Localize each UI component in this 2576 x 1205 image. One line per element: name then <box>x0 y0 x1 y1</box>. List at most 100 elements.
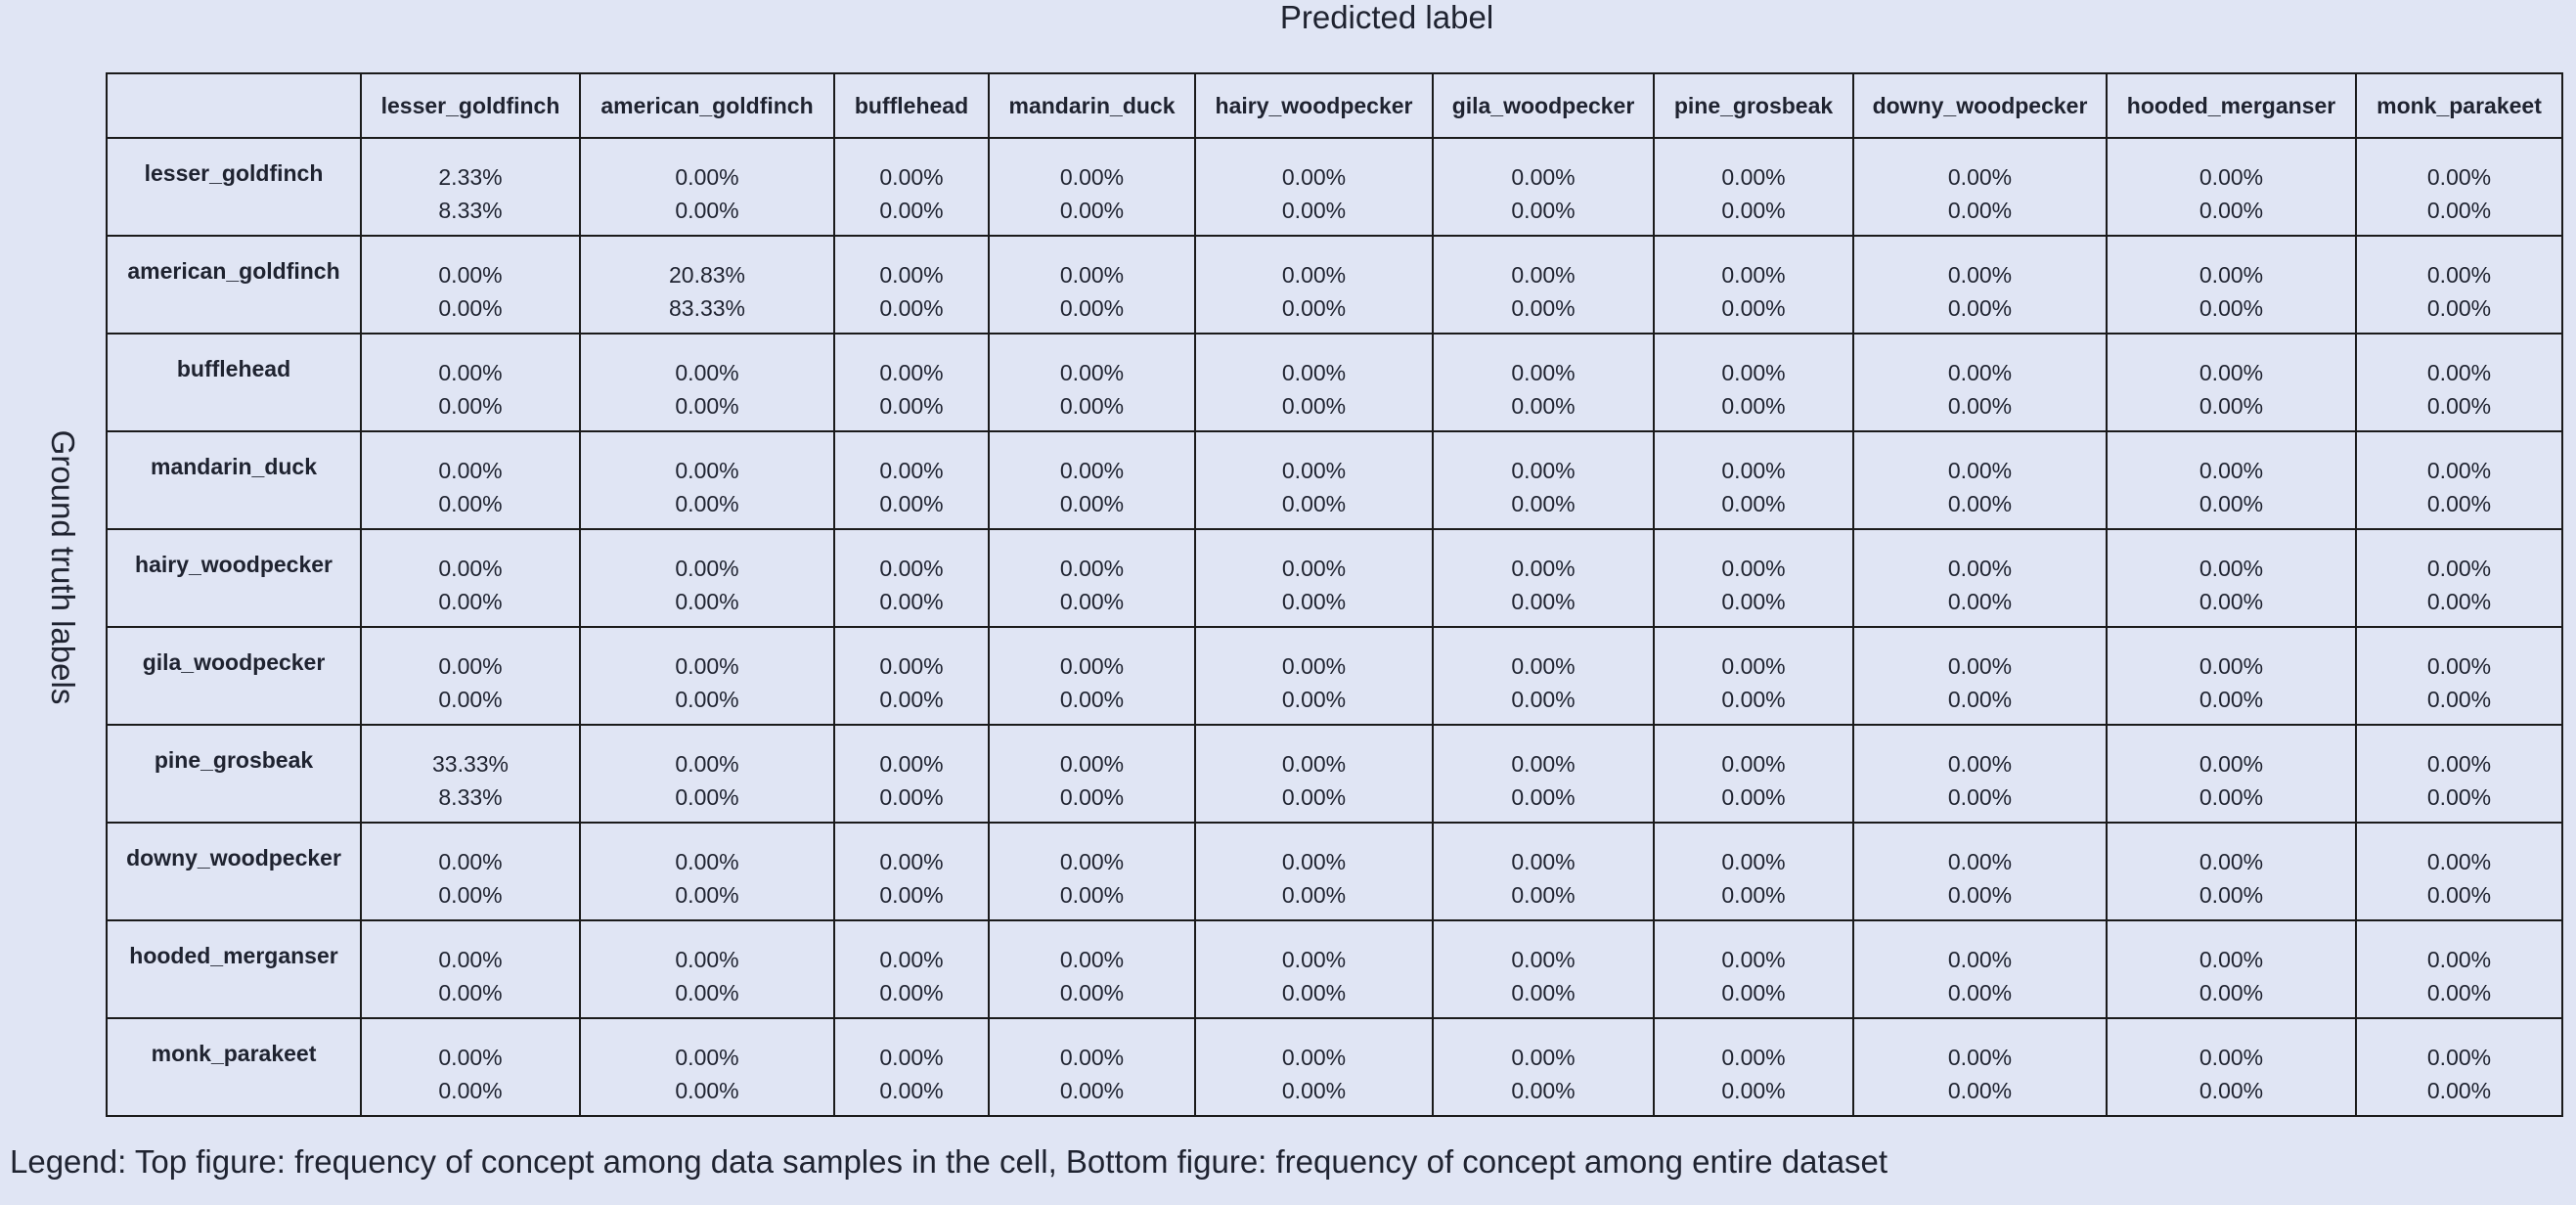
cell-value-top: 0.00% <box>438 849 503 874</box>
row-header-american-goldfinch: american_goldfinch <box>106 235 362 335</box>
matrix-cell: 0.00% 0.00% <box>2106 430 2357 530</box>
cell-value-bottom: 0.00% <box>675 589 739 614</box>
cell-value-bottom: 0.00% <box>1721 1078 1786 1103</box>
column-header-hairy-woodpecker: hairy_woodpecker <box>1194 72 1434 139</box>
cell-value-top: 0.00% <box>1721 360 1786 385</box>
column-header-downy-woodpecker: downy_woodpecker <box>1852 72 2108 139</box>
cell-value-bottom: 0.00% <box>879 784 944 810</box>
legend-text: Legend: Top figure: frequency of concept… <box>10 1143 1888 1180</box>
matrix-cell: 0.00% 0.00% <box>833 822 990 921</box>
matrix-cell: 0.00% 0.00% <box>2106 822 2357 921</box>
cell-value-top: 0.00% <box>438 458 503 483</box>
matrix-cell: 0.00% 0.00% <box>579 430 835 530</box>
matrix-cell: 0.00% 0.00% <box>1432 528 1655 628</box>
cell-value-top: 0.00% <box>879 947 944 972</box>
table-row: downy_woodpecker 0.00% 0.00% 0.00% 0.00% 0.00… <box>106 822 2563 921</box>
cell-value-bottom: 0.00% <box>1947 980 2013 1005</box>
cell-value-top: 0.00% <box>1721 164 1786 190</box>
row-header-downy-woodpecker: downy_woodpecker <box>106 822 362 921</box>
matrix-cell: 0.00% 0.00% <box>988 919 1196 1019</box>
cell-value-bottom: 0.00% <box>879 393 944 419</box>
row-header-hairy-woodpecker: hairy_woodpecker <box>106 528 362 628</box>
matrix-cell: 0.00% 0.00% <box>1852 137 2108 237</box>
cell-value-bottom: 0.00% <box>1721 198 1786 223</box>
row-header-gila-woodpecker: gila_woodpecker <box>106 626 362 726</box>
matrix-cell: 0.00% 0.00% <box>833 528 990 628</box>
cell-value-bottom: 0.00% <box>675 491 739 516</box>
cell-value-bottom: 0.00% <box>438 980 503 1005</box>
cell-value-bottom: 0.00% <box>438 295 503 321</box>
cell-value-top: 0.00% <box>675 164 739 190</box>
cell-value-top: 0.00% <box>1281 556 1347 581</box>
matrix-cell: 0.00% 0.00% <box>1194 626 1434 726</box>
table-row: mandarin_duck 0.00% 0.00% 0.00% 0.00% 0.00% 0.… <box>106 430 2563 530</box>
cell-value-bottom: 0.00% <box>879 882 944 908</box>
matrix-cell: 0.00% 0.00% <box>1852 235 2108 335</box>
matrix-cell: 0.00% 0.00% <box>833 626 990 726</box>
cell-value-top: 0.00% <box>2426 947 2492 972</box>
cell-value-top: 0.00% <box>879 360 944 385</box>
cell-value-bottom: 0.00% <box>1947 882 2013 908</box>
matrix-cell: 0.00% 0.00% <box>833 724 990 824</box>
column-header-pine-grosbeak: pine_grosbeak <box>1653 72 1854 139</box>
table-row: american_goldfinch 0.00% 0.00% 20.83% 83.33%… <box>106 235 2563 335</box>
cell-value-top: 0.00% <box>1059 653 1125 679</box>
cell-value-top: 0.00% <box>1947 556 2013 581</box>
matrix-cell: 0.00% 0.00% <box>988 137 1196 237</box>
cell-value-bottom: 0.00% <box>1947 295 2013 321</box>
row-header-monk-parakeet: monk_parakeet <box>106 1017 362 1117</box>
matrix-cell: 0.00% 0.00% <box>1194 724 1434 824</box>
cell-value-bottom: 0.00% <box>1511 295 1576 321</box>
cell-value-bottom: 0.00% <box>879 687 944 712</box>
cell-value-top: 0.00% <box>1947 164 2013 190</box>
cell-value-top: 0.00% <box>1721 1045 1786 1070</box>
cell-value-top: 0.00% <box>1721 262 1786 288</box>
cell-value-top: 0.00% <box>2198 1045 2264 1070</box>
matrix-cell: 0.00% 0.00% <box>1432 137 1655 237</box>
matrix-cell: 0.00% 0.00% <box>1852 333 2108 432</box>
cell-value-bottom: 0.00% <box>1059 491 1125 516</box>
matrix-cell: 0.00% 0.00% <box>833 333 990 432</box>
cell-value-top: 0.00% <box>1947 947 2013 972</box>
cell-value-top: 0.00% <box>2426 556 2492 581</box>
cell-value-top: 0.00% <box>2426 849 2492 874</box>
confusion-matrix-table: lesser_goldfinch american_goldfinch buffle… <box>106 72 2563 1117</box>
matrix-cell: 0.00% 0.00% <box>360 430 581 530</box>
matrix-cell: 0.00% 0.00% <box>1653 430 1854 530</box>
cell-value-top: 0.00% <box>2198 262 2264 288</box>
matrix-cell: 0.00% 0.00% <box>1194 528 1434 628</box>
cell-value-bottom: 0.00% <box>1281 784 1347 810</box>
matrix-cell: 0.00% 0.00% <box>1852 430 2108 530</box>
matrix-cell: 0.00% 0.00% <box>1194 1017 1434 1117</box>
cell-value-top: 0.00% <box>1511 849 1576 874</box>
cell-value-top: 0.00% <box>2426 262 2492 288</box>
cell-value-bottom: 0.00% <box>1059 589 1125 614</box>
matrix-cell: 0.00% 0.00% <box>360 528 581 628</box>
cell-value-top: 0.00% <box>675 849 739 874</box>
matrix-cell: 0.00% 0.00% <box>579 724 835 824</box>
cell-value-top: 0.00% <box>1059 556 1125 581</box>
cell-value-bottom: 0.00% <box>1059 980 1125 1005</box>
cell-value-top: 0.00% <box>1281 653 1347 679</box>
matrix-cell: 0.00% 0.00% <box>579 528 835 628</box>
row-header-pine-grosbeak: pine_grosbeak <box>106 724 362 824</box>
cell-value-bottom: 0.00% <box>2426 980 2492 1005</box>
cell-value-top: 0.00% <box>879 458 944 483</box>
cell-value-top: 0.00% <box>675 556 739 581</box>
cell-value-top: 0.00% <box>1721 947 1786 972</box>
cell-value-bottom: 0.00% <box>2198 295 2264 321</box>
cell-value-bottom: 0.00% <box>1511 393 1576 419</box>
cell-value-bottom: 0.00% <box>2198 980 2264 1005</box>
row-header-bufflehead: bufflehead <box>106 333 362 432</box>
cell-value-top: 0.00% <box>1511 458 1576 483</box>
cell-value-top: 0.00% <box>1947 751 2013 777</box>
cell-value-top: 0.00% <box>1059 458 1125 483</box>
cell-value-top: 0.00% <box>675 360 739 385</box>
cell-value-bottom: 0.00% <box>1059 882 1125 908</box>
cell-value-top: 0.00% <box>2198 164 2264 190</box>
cell-value-bottom: 0.00% <box>1947 784 2013 810</box>
matrix-cell: 0.00% 0.00% <box>833 137 990 237</box>
cell-value-bottom: 0.00% <box>2198 491 2264 516</box>
cell-value-top: 0.00% <box>2426 360 2492 385</box>
cell-value-top: 0.00% <box>2198 458 2264 483</box>
